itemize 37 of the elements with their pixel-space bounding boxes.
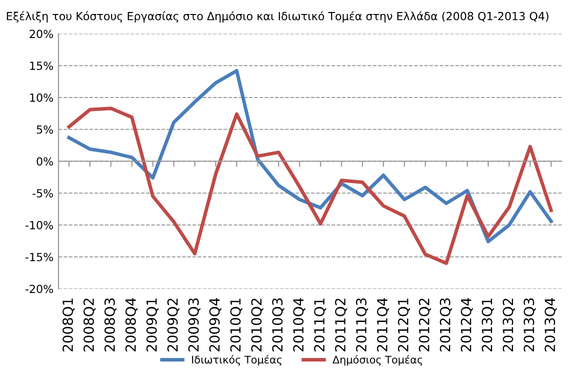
y-tick-label: -15% (25, 252, 54, 262)
line-series (67, 106, 553, 265)
x-tick-label: 2010Q3 (272, 298, 284, 352)
x-tick-label: 2013Q2 (502, 298, 515, 352)
x-tick-label: 2011Q3 (356, 298, 368, 352)
x-tick-label: 2012Q1 (398, 298, 410, 352)
x-tick-label: 2012Q4 (460, 298, 473, 352)
x-tick-label: 2010Q1 (230, 298, 242, 352)
y-tick-label: -20% (25, 284, 54, 294)
y-tick-label: 5% (36, 125, 54, 134)
y-tick-label: 10% (30, 93, 54, 102)
x-tick-label: 2011Q1 (314, 298, 326, 352)
x-tick-label: 2011Q2 (335, 298, 348, 352)
x-tick-label: 2013Q1 (482, 298, 494, 352)
x-tick-label: 2012Q3 (440, 298, 452, 352)
x-tick-label: 2008Q2 (83, 298, 96, 352)
chart-title: Εξέλιξη του Κόστους Εργασίας στο Δημόσιο και Ιδιωτικό Τομέα στην Ελλάδα (2008 Q1-2013 Q4) (6, 11, 548, 22)
y-tick-label: 20% (30, 30, 54, 38)
legend-label: Δημόσιος Τομέας (332, 355, 422, 366)
y-tick-label: -5% (32, 189, 54, 198)
y-tick-label: 0% (36, 157, 54, 166)
y-tick-label: -10% (25, 220, 54, 230)
x-tick-label: 2012Q2 (418, 298, 431, 352)
legend-label: Ιδιωτικός Τομέας (192, 355, 282, 366)
x-tick-label: 2010Q4 (293, 298, 306, 352)
x-tick-label: 2013Q4 (544, 298, 557, 352)
x-tick-label: 2011Q4 (376, 298, 390, 352)
x-tick-label: 2009Q2 (167, 298, 180, 352)
x-tick-label: 2010Q2 (251, 298, 264, 352)
x-tick-label: 2008Q3 (104, 298, 117, 352)
x-tick-label: 2008Q4 (125, 298, 138, 352)
x-tick-label: 2008Q1 (62, 298, 75, 352)
x-tick-label: 2013Q3 (524, 298, 536, 352)
y-tick-label: 15% (30, 62, 54, 70)
x-tick-label: 2009Q1 (146, 298, 158, 352)
x-tick-label: 2009Q3 (188, 298, 200, 352)
x-tick-label: 2009Q4 (209, 298, 222, 352)
